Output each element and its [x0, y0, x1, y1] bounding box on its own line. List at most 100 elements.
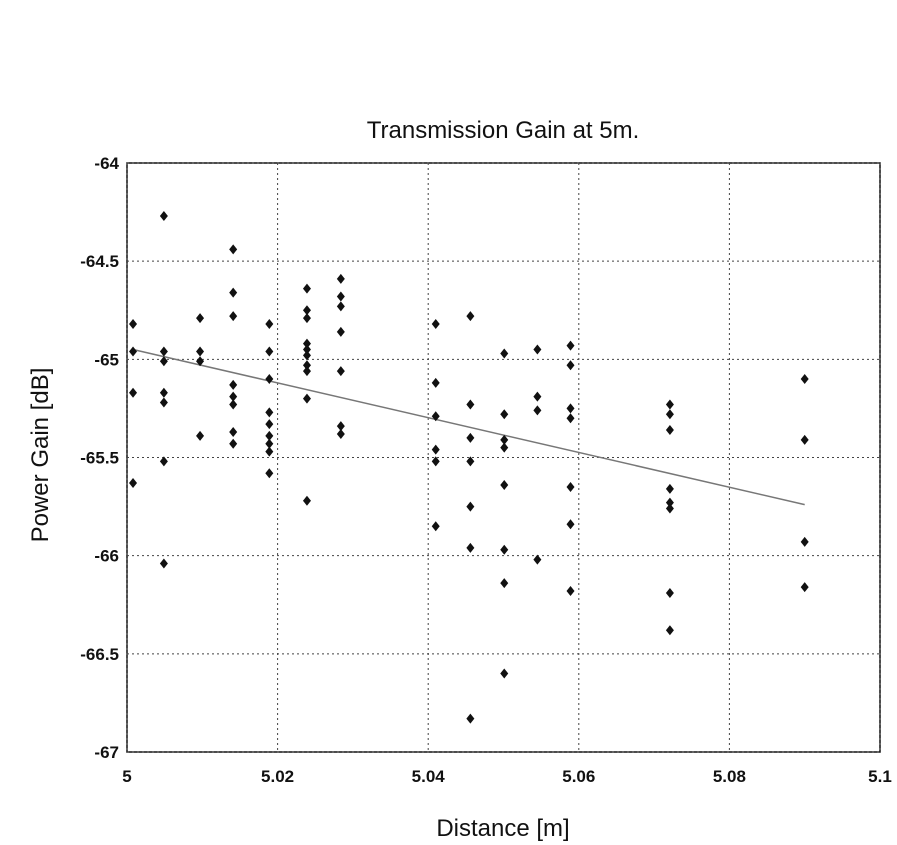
data-point: [159, 456, 168, 467]
x-tick-label: 5.08: [713, 767, 746, 786]
x-axis-label: Distance [m]: [436, 815, 569, 842]
data-point: [302, 495, 311, 506]
data-point: [466, 713, 475, 724]
y-tick-label: -66: [94, 547, 119, 566]
data-point: [500, 409, 509, 420]
y-tick-label: -65.5: [80, 449, 119, 468]
x-tick-label: 5.1: [868, 767, 892, 786]
data-point: [665, 399, 674, 410]
data-point: [159, 211, 168, 222]
data-point: [265, 446, 274, 457]
data-point: [800, 582, 809, 593]
data-point: [431, 521, 440, 532]
data-point: [129, 346, 138, 357]
data-point: [500, 544, 509, 555]
data-point: [533, 554, 542, 565]
data-point: [431, 444, 440, 455]
data-point: [566, 481, 575, 492]
data-point: [336, 366, 345, 377]
data-point: [265, 407, 274, 418]
y-axis-label: Power Gain [dB]: [27, 368, 54, 543]
y-tick-label: -65: [94, 350, 119, 369]
data-point: [500, 578, 509, 589]
trend-line: [132, 348, 805, 506]
y-tick-label: -66.5: [80, 645, 119, 664]
data-point: [466, 501, 475, 512]
data-point: [500, 668, 509, 679]
data-point: [665, 503, 674, 514]
x-tick-label: 5.04: [412, 767, 446, 786]
data-point: [196, 313, 205, 324]
data-point: [800, 373, 809, 384]
data-point: [129, 387, 138, 398]
data-point: [566, 403, 575, 414]
data-point: [566, 360, 575, 371]
data-point: [302, 393, 311, 404]
data-point: [302, 350, 311, 361]
data-point: [196, 356, 205, 367]
data-point: [265, 346, 274, 357]
data-point: [265, 373, 274, 384]
data-point: [665, 409, 674, 420]
data-point: [336, 326, 345, 337]
data-point: [431, 411, 440, 422]
data-point: [533, 391, 542, 402]
data-point: [229, 287, 238, 298]
data-point: [566, 340, 575, 351]
data-point: [665, 425, 674, 436]
data-point: [302, 360, 311, 371]
y-tick-label: -67: [94, 743, 119, 762]
data-point: [336, 421, 345, 432]
data-point: [500, 434, 509, 445]
data-point: [302, 283, 311, 294]
data-point: [665, 483, 674, 494]
y-tick-label: -64: [94, 154, 119, 173]
data-point: [431, 377, 440, 388]
data-point: [265, 318, 274, 329]
data-point: [129, 478, 138, 489]
data-point: [159, 397, 168, 408]
data-point: [336, 428, 345, 439]
data-point: [229, 426, 238, 437]
data-point: [302, 338, 311, 349]
data-point: [533, 405, 542, 416]
data-point: [566, 519, 575, 530]
data-point: [302, 313, 311, 324]
data-point: [665, 587, 674, 598]
data-point: [566, 413, 575, 424]
data-point: [466, 399, 475, 410]
data-point: [302, 366, 311, 377]
data-point: [466, 456, 475, 467]
data-point: [159, 558, 168, 569]
data-point: [431, 456, 440, 467]
data-point: [466, 542, 475, 553]
y-tick-label: -64.5: [80, 252, 119, 271]
data-point: [466, 432, 475, 443]
data-point: [302, 344, 311, 355]
data-point: [229, 244, 238, 255]
data-point: [665, 497, 674, 508]
x-tick-label: 5.06: [562, 767, 595, 786]
data-point: [336, 291, 345, 302]
data-point: [665, 625, 674, 636]
data-point: [229, 379, 238, 390]
x-tick-label: 5: [122, 767, 131, 786]
data-point: [265, 468, 274, 479]
x-tick-label: 5.02: [261, 767, 294, 786]
data-point: [229, 438, 238, 449]
data-point: [265, 438, 274, 449]
data-point: [229, 311, 238, 322]
data-point: [566, 586, 575, 597]
data-point: [500, 442, 509, 453]
data-point: [336, 273, 345, 284]
data-point: [431, 318, 440, 329]
data-point: [500, 348, 509, 359]
chart-title: Transmission Gain at 5m.: [367, 117, 640, 144]
data-point: [229, 399, 238, 410]
data-point: [500, 479, 509, 490]
data-point: [800, 536, 809, 547]
data-point: [800, 434, 809, 445]
data-point: [336, 301, 345, 312]
